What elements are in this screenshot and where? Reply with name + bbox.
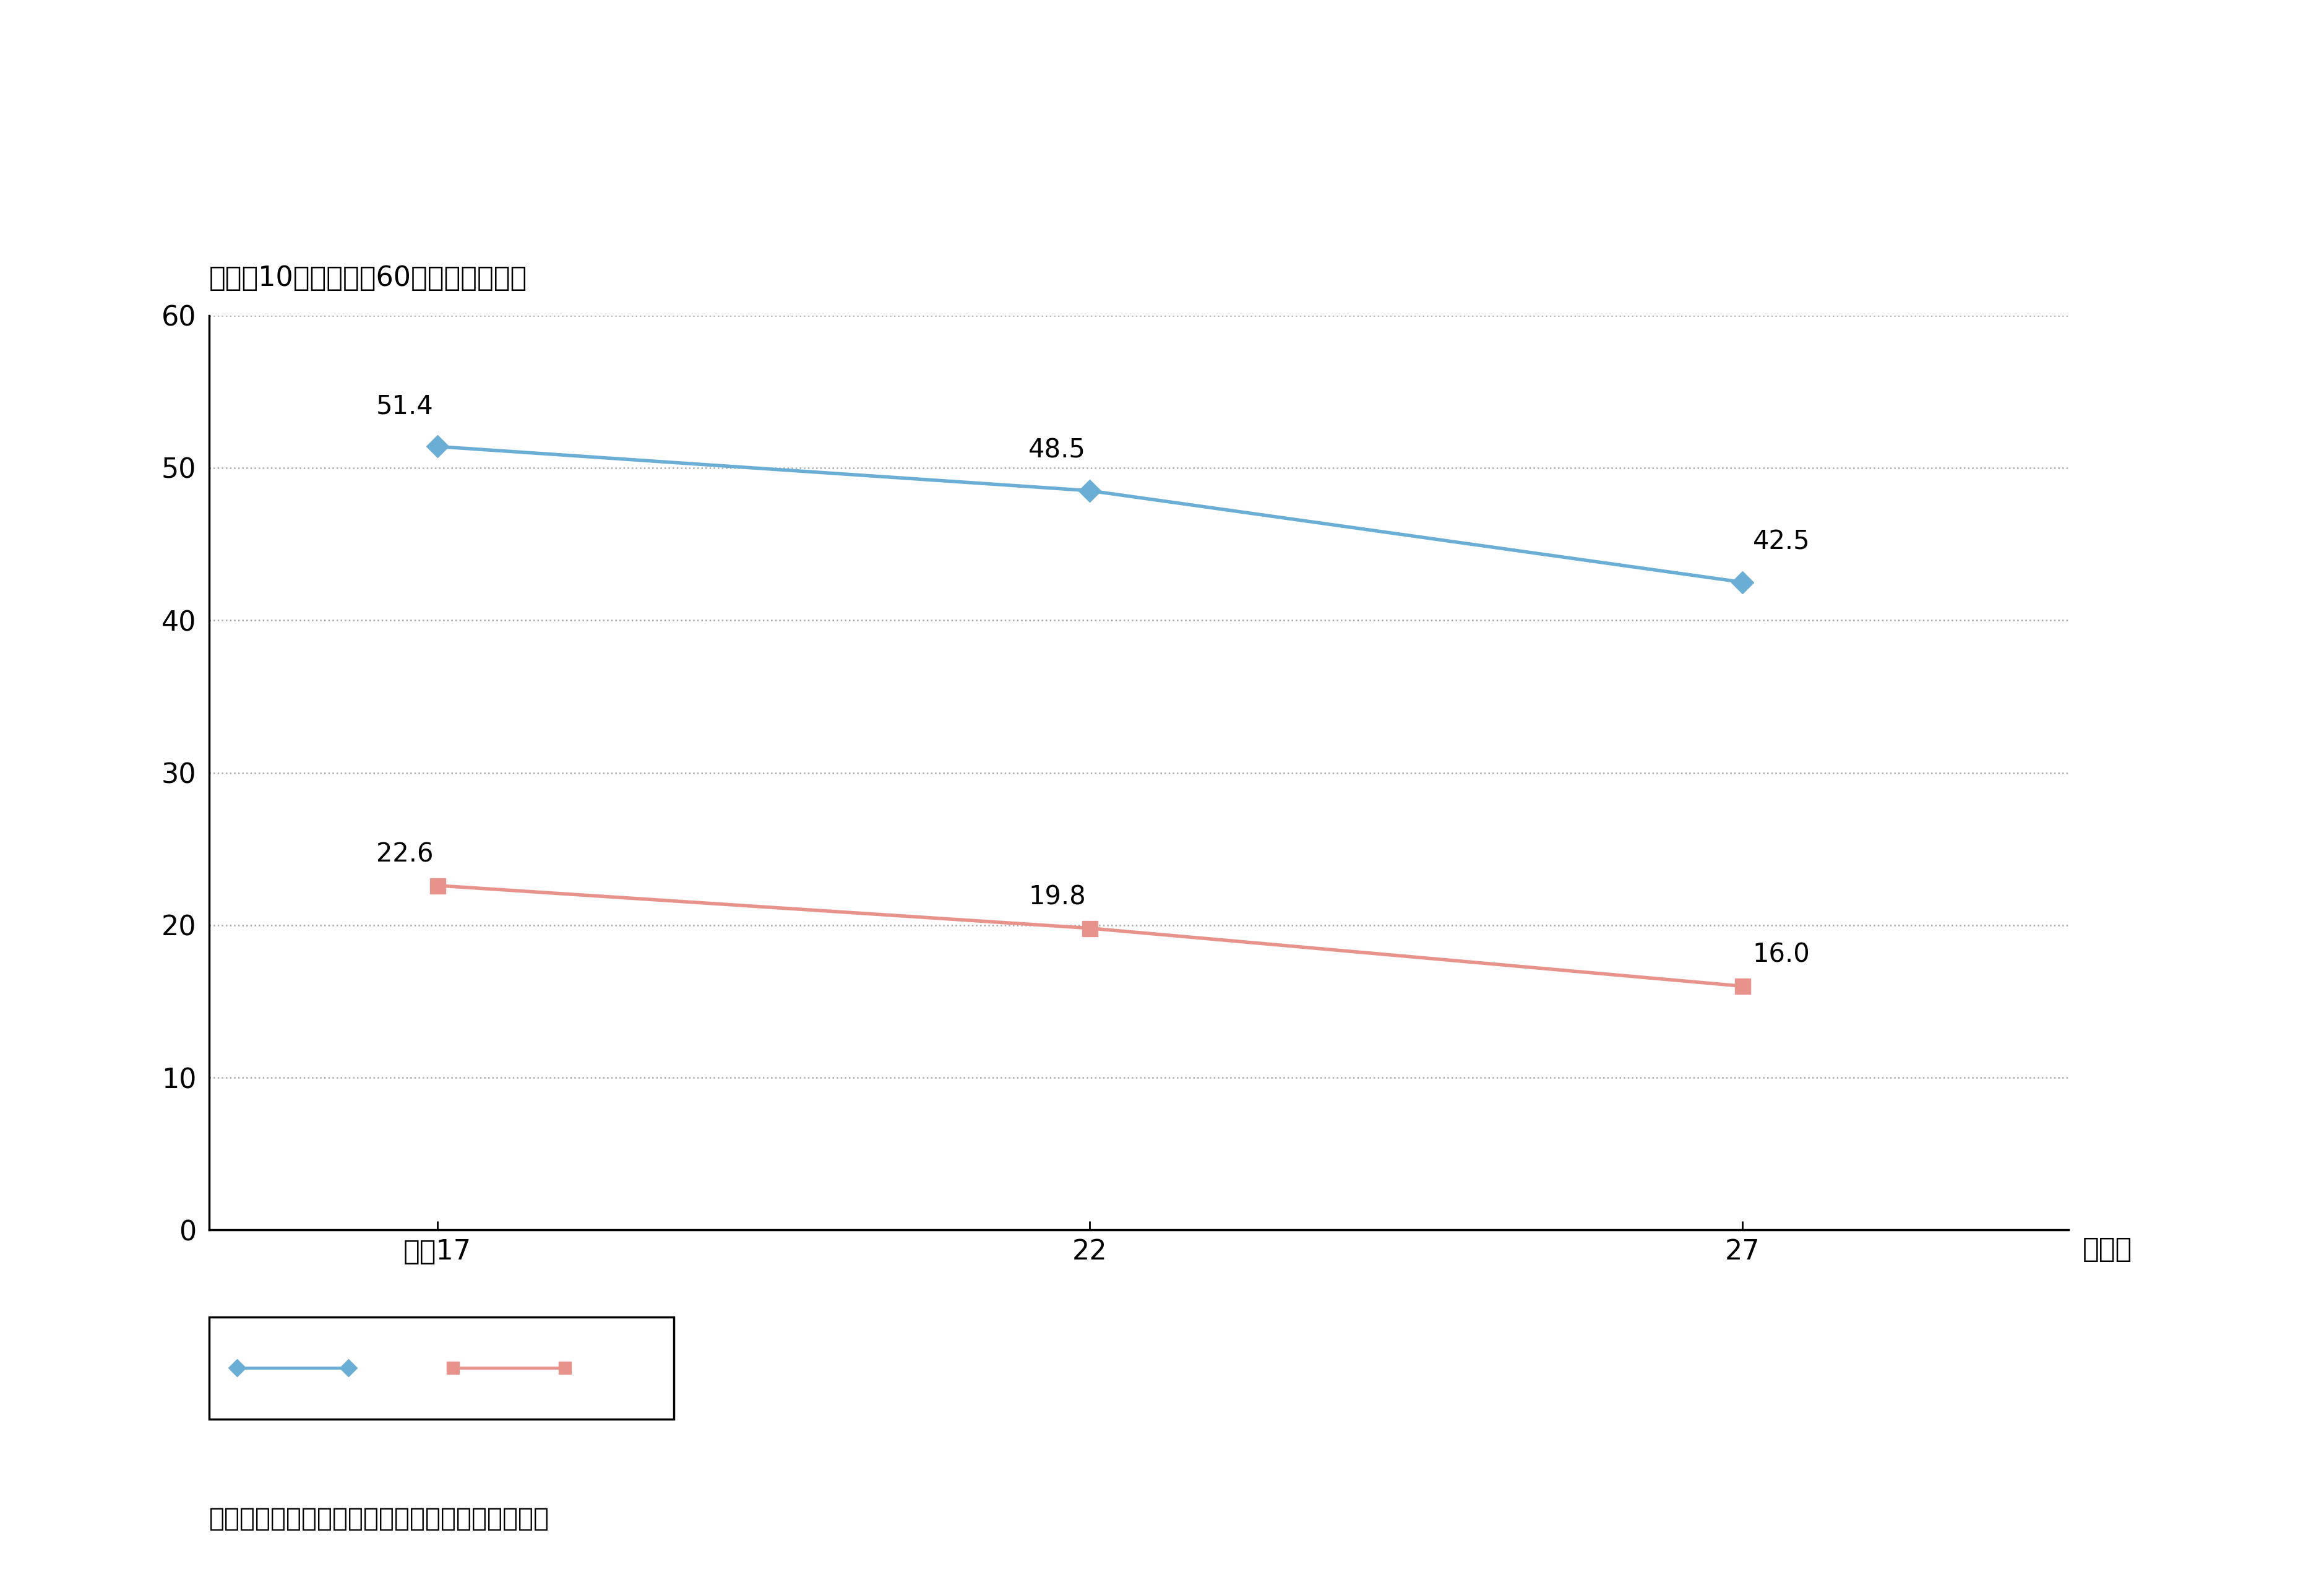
Text: 22.6: 22.6 (376, 841, 435, 867)
Text: 16.0: 16.0 (1752, 941, 1810, 968)
Text: 48.5: 48.5 (1030, 437, 1085, 464)
Text: 男性: 男性 (367, 1355, 400, 1381)
Text: （人口10万対　昭和60年モデル人口）: （人口10万対 昭和60年モデル人口） (209, 265, 528, 292)
Text: （年）: （年） (2082, 1236, 2131, 1262)
Text: 51.4: 51.4 (376, 393, 435, 419)
Text: 女性: 女性 (583, 1355, 616, 1381)
Text: 19.8: 19.8 (1030, 885, 1085, 910)
Text: 42.5: 42.5 (1752, 528, 1810, 555)
Text: 資料：「人口動態統計特殊報告」（厄生労働省）: 資料：「人口動態統計特殊報告」（厄生労働省） (209, 1506, 548, 1531)
